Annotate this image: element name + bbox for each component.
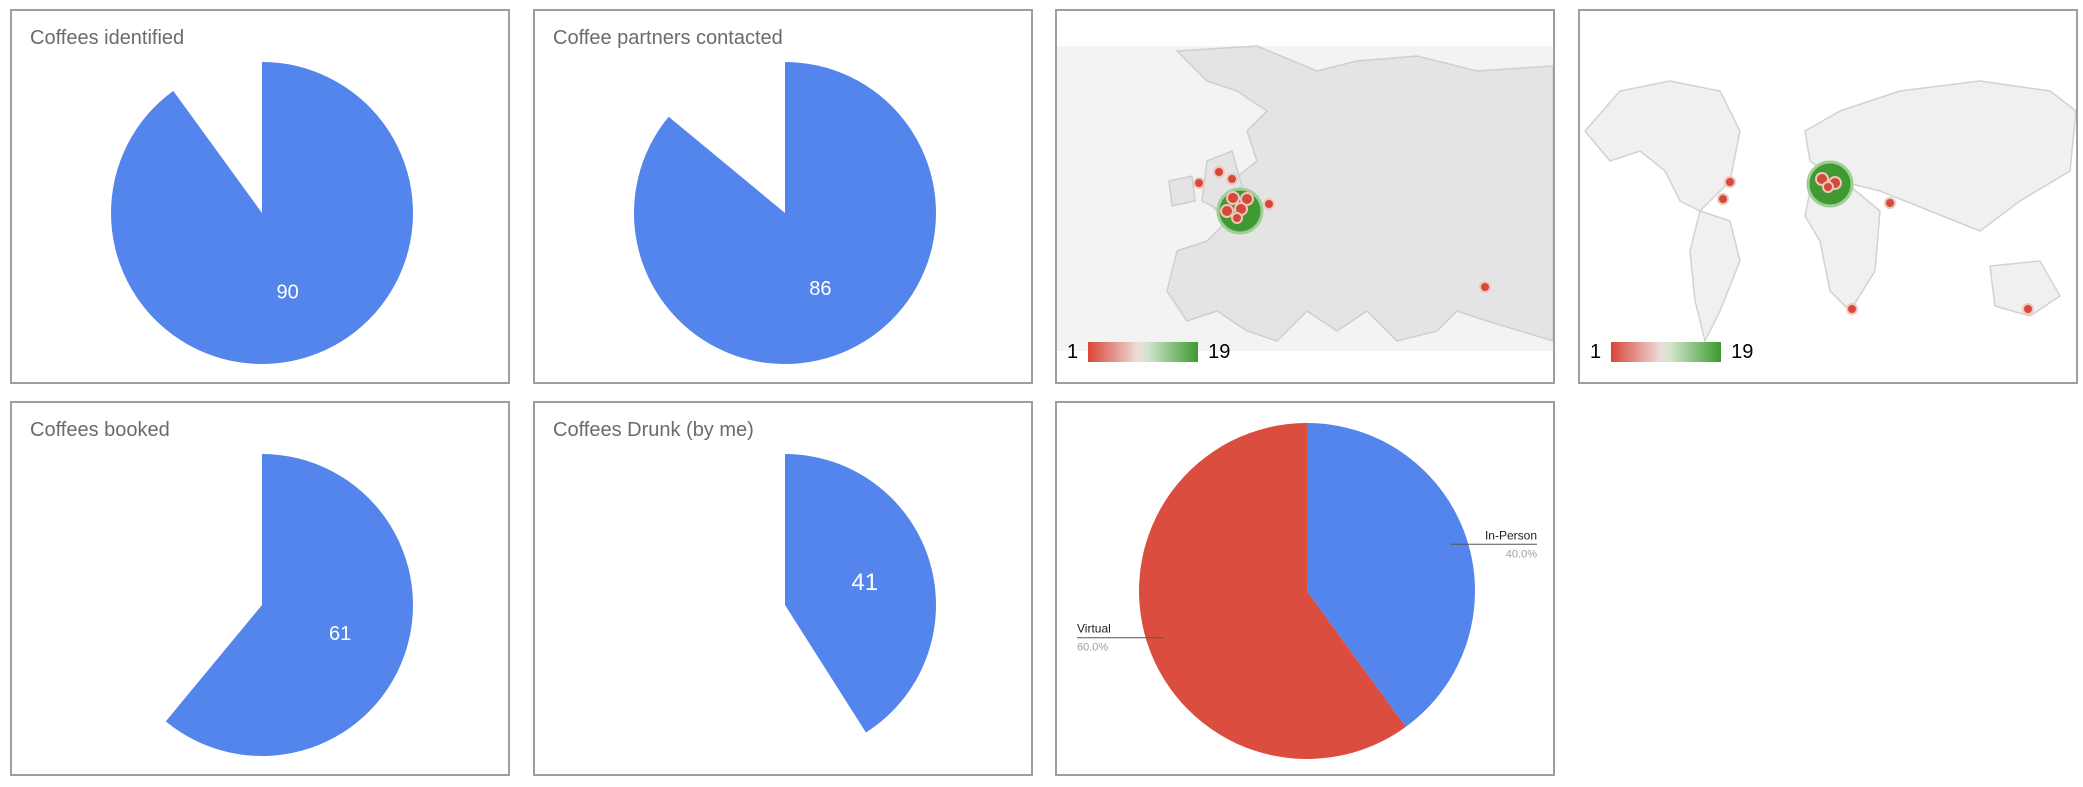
geo-chart-europe: 1 19: [1055, 9, 1555, 384]
pie-slice: [165, 454, 413, 756]
pie-slice: [634, 62, 936, 364]
map-markers: [1193, 166, 1491, 293]
pie-chart-coffees-identified: 90: [110, 62, 414, 365]
europe-map: [1057, 45, 1553, 351]
color-legend: 1 19: [1590, 340, 1753, 364]
chart-title: Coffees identified: [30, 27, 185, 49]
legend-gradient: [1611, 342, 1722, 362]
legend-max: 19: [1208, 340, 1231, 363]
pie-chart-coffees-drunk: 41: [785, 454, 937, 733]
pie-chart-meeting-type: In-Person 40.0% Virtual 60.0%: [1077, 423, 1537, 759]
pie-chart-coffees-booked: 61: [165, 454, 413, 756]
legend-min: 1: [1590, 340, 1602, 363]
slice-percent-label: 40.0%: [1506, 548, 1537, 560]
pie-slice-in-person: [1307, 423, 1475, 727]
color-legend: 1 19: [1067, 340, 1230, 364]
legend-max: 19: [1731, 340, 1754, 363]
pie-slice: [785, 454, 937, 733]
chart-panel-coffees-booked: Coffees booked 61: [10, 401, 510, 776]
chart-title: Coffees Drunk (by me): [553, 419, 754, 441]
chart-panel-meeting-type: In-Person 40.0% Virtual 60.0%: [1055, 401, 1555, 776]
pie-slice: [110, 62, 414, 365]
map-markers: [1717, 172, 2034, 315]
legend-gradient: [1088, 342, 1199, 362]
legend-min: 1: [1067, 340, 1079, 363]
slice-category-label: In-Person: [1485, 528, 1537, 542]
chart-title: Coffee partners contacted: [553, 27, 783, 49]
chart-panel-coffees-identified: Coffees identified 90: [10, 9, 510, 384]
pie-chart-coffee-partners: 86: [634, 62, 936, 364]
chart-panel-coffee-partners-contacted: Coffee partners contacted 86: [533, 9, 1033, 384]
slice-category-label: Virtual: [1077, 622, 1111, 636]
slice-value-label: 90: [277, 282, 299, 304]
chart-panel-coffees-drunk: Coffees Drunk (by me) 41: [533, 401, 1033, 776]
world-map: [1584, 80, 2076, 344]
pie-slice-virtual: [1139, 423, 1406, 759]
chart-title: Coffees booked: [30, 419, 170, 441]
slice-value-label: 61: [329, 623, 351, 645]
slice-value-label: 41: [851, 569, 878, 596]
geo-chart-world: 1 19: [1578, 9, 2078, 384]
slice-value-label: 86: [809, 278, 831, 300]
slice-percent-label: 60.0%: [1077, 642, 1108, 654]
